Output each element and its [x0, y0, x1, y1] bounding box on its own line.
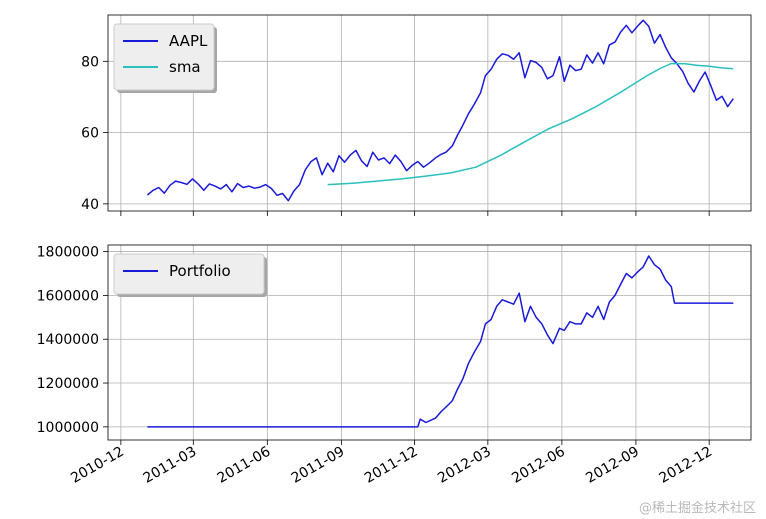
series-line-portfolio — [147, 255, 734, 428]
y-tick-label: 1200000 — [37, 376, 99, 392]
y-tick-label: 1400000 — [37, 332, 99, 348]
y-tick-label: 60 — [81, 126, 99, 142]
legend-label: Portfolio — [169, 262, 231, 280]
axes-frame — [107, 14, 752, 212]
aapl-price-panel: 40 60 80 AAPL sma — [81, 14, 752, 216]
series-line-aapl — [146, 19, 734, 202]
legend: AAPL sma — [113, 23, 217, 93]
portfolio-value-panel: 1000000 1200000 1400000 1600000 1800000 Portf… — [37, 244, 752, 445]
axes-frame — [107, 244, 752, 441]
y-tick-label: 80 — [81, 54, 99, 70]
legend: Portfolio — [113, 253, 267, 297]
y-tick-label: 1600000 — [37, 288, 99, 304]
series-line-sma — [327, 62, 734, 186]
y-tick-label: 1800000 — [37, 245, 99, 261]
legend-label: sma — [169, 58, 201, 76]
y-tick-label: 40 — [81, 197, 99, 213]
legend-label: AAPL — [169, 32, 208, 50]
watermark-text: @稀土掘金技术社区 — [639, 500, 756, 516]
legend-box — [113, 253, 265, 295]
y-tick-label: 1000000 — [37, 420, 99, 436]
